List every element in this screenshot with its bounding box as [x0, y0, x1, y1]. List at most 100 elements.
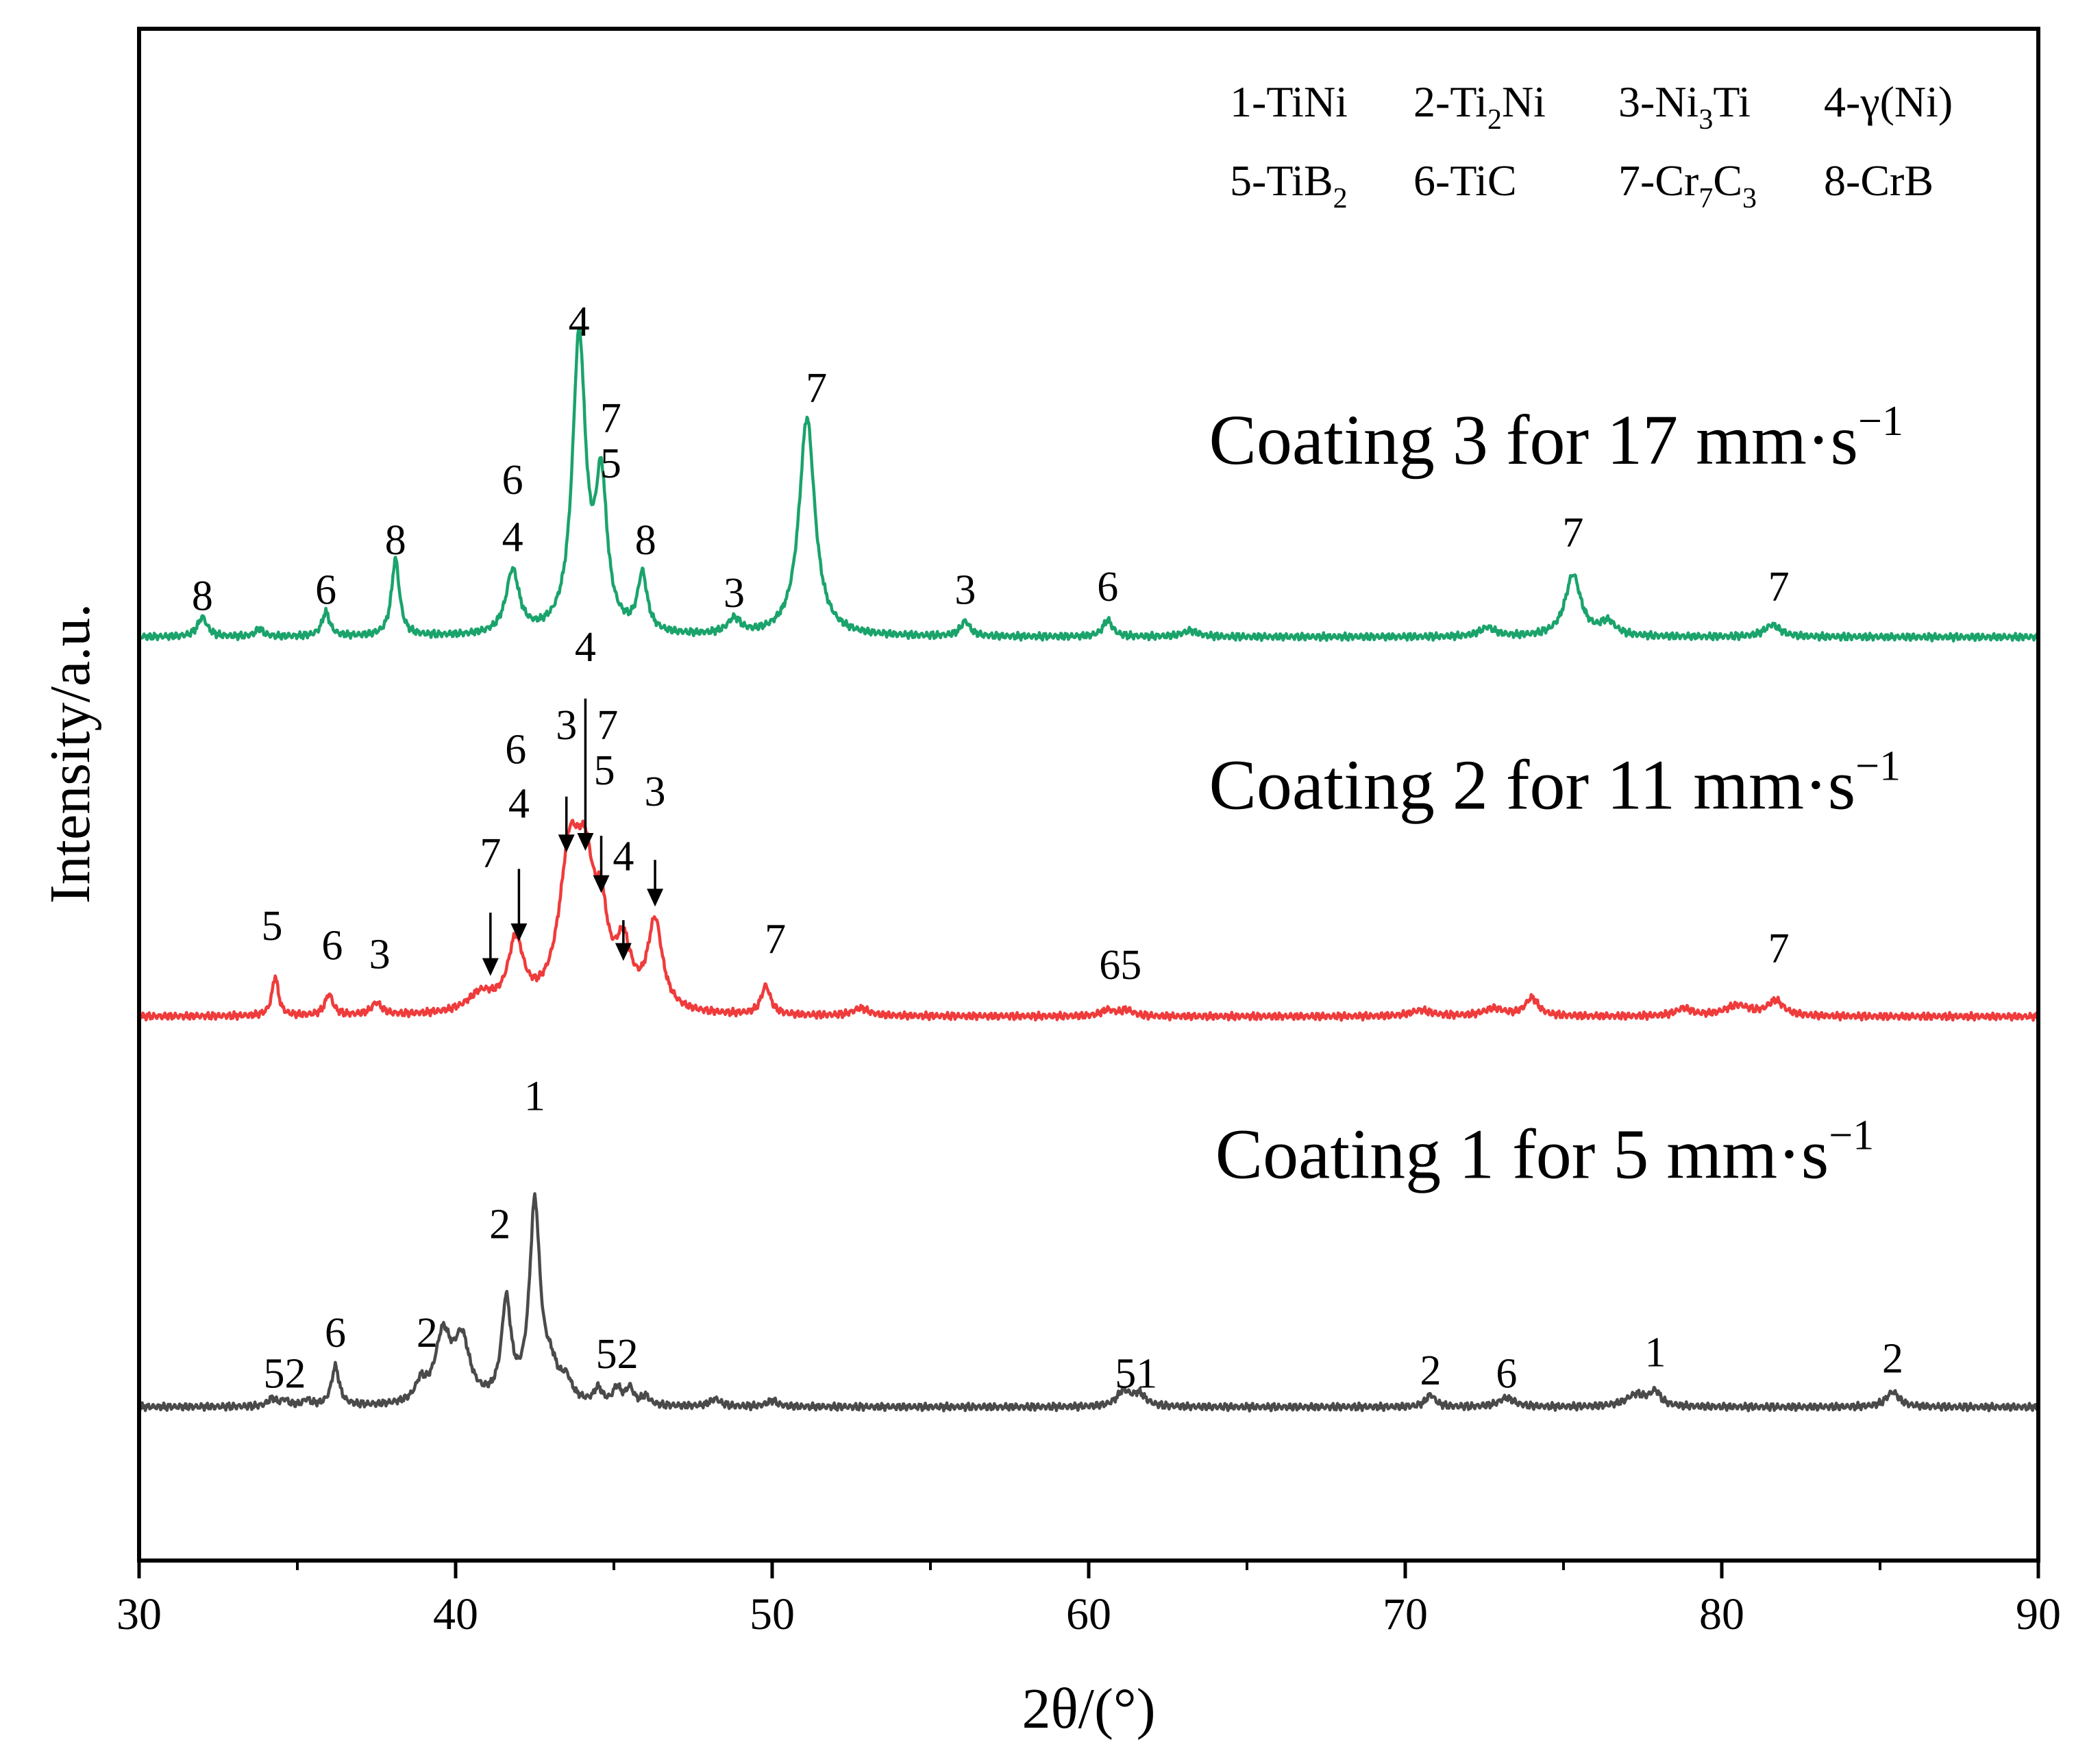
legend-entry: 5-TiB2	[1230, 156, 1348, 214]
series-group	[137, 1192, 2040, 1413]
legend-text: 5-TiB	[1230, 156, 1333, 205]
x-tick-label: 90	[2016, 1589, 2061, 1639]
legend-text: 8-CrB	[1824, 156, 1933, 205]
series-line	[137, 326, 2040, 643]
peak-arrowhead	[647, 889, 664, 907]
peak-label: 6	[321, 922, 343, 969]
series-line	[137, 1192, 2040, 1413]
x-tick-label: 60	[1066, 1589, 1111, 1639]
peak-label: 5	[262, 903, 283, 949]
peak-arrowhead	[482, 958, 499, 976]
legend-text: Ni	[1502, 77, 1546, 126]
peak-label: 7	[597, 702, 618, 749]
peak-label: 1	[1644, 1330, 1666, 1376]
peak-label: 7	[1768, 564, 1790, 610]
x-tick-label: 80	[1699, 1589, 1744, 1639]
peak-arrowhead	[558, 834, 575, 853]
peak-label: 6	[325, 1310, 346, 1356]
peak-label: 1	[524, 1073, 545, 1120]
legend-entry: 3-Ni3Ti	[1618, 77, 1751, 136]
peak-label: 51	[1115, 1350, 1157, 1397]
series-group	[137, 819, 2040, 1022]
peak-label: 6	[315, 567, 336, 614]
legend-text: 1-TiNi	[1230, 77, 1348, 126]
peak-arrowhead	[577, 833, 594, 851]
coating-label: Coating 1 for 5 mm·s−1	[1215, 1113, 1874, 1194]
peak-label: 3	[724, 570, 745, 617]
peak-label: 5	[600, 440, 621, 487]
peak-label: 6	[505, 726, 526, 773]
legend-entry: 7-Cr7C3	[1618, 156, 1757, 214]
y-axis-title: Intensity/a.u.	[38, 604, 102, 904]
legend-subscript: 2	[1333, 183, 1348, 214]
peak-label: 8	[635, 517, 656, 564]
peak-label: 7	[1768, 926, 1790, 972]
coating-label-text: Coating 2 for 11 mm·s	[1209, 745, 1856, 824]
peak-label: 4	[508, 781, 530, 828]
peak-label: 2	[1882, 1335, 1903, 1382]
peak-arrowhead	[593, 875, 610, 893]
peak-label: 2	[489, 1202, 510, 1248]
peak-label: 7	[600, 395, 621, 442]
legend-text: 2-Ti	[1413, 77, 1487, 126]
peak-label: 3	[369, 932, 391, 978]
legend-entry: 4-γ(Ni)	[1824, 77, 1953, 126]
peak-arrowhead	[615, 943, 632, 961]
peak-label: 6	[1496, 1350, 1517, 1397]
peak-label: 52	[264, 1350, 306, 1397]
legend-entry: 6-TiC	[1413, 156, 1517, 205]
legend-text: C	[1713, 156, 1742, 205]
x-tick-label: 40	[433, 1589, 478, 1639]
peak-label: 3	[645, 769, 666, 815]
x-axis-ticks: 30 40 50 60 70 80 90	[116, 1561, 2061, 1639]
peak-label: 3	[954, 567, 976, 614]
legend-subscript: 7	[1698, 183, 1713, 214]
x-tick-label: 50	[750, 1589, 795, 1639]
x-tick-label: 70	[1383, 1589, 1428, 1639]
peak-label: 7	[765, 917, 786, 963]
coating-label-superscript: −1	[1858, 398, 1903, 445]
phase-legend: 1-TiNi 2-Ti2Ni 3-Ni3Ti 4-γ(Ni)5-TiB2 6-TiC 7-…	[1230, 77, 1953, 214]
coating-label-text: Coating 3 for 17 mm·s	[1209, 401, 1858, 480]
peak-label: 52	[596, 1331, 639, 1378]
series-layer	[137, 326, 2040, 1413]
peak-label: 8	[192, 573, 213, 619]
coating-label: Coating 2 for 11 mm·s−1	[1209, 743, 1901, 824]
coating-label-text: Coating 1 for 5 mm·s	[1215, 1115, 1829, 1194]
coating-label-superscript: −1	[1829, 1113, 1874, 1159]
peak-label: 7	[480, 830, 501, 877]
peak-label: 2	[417, 1310, 438, 1356]
x-axis-title: 2θ/(°)	[1022, 1677, 1155, 1741]
coating-label-superscript: −1	[1855, 743, 1901, 789]
legend-entry: 2-Ti2Ni	[1413, 77, 1546, 136]
series-group	[137, 326, 2040, 643]
peak-label: 4	[502, 514, 523, 561]
peak-arrowhead	[510, 923, 528, 941]
peak-label: 2	[1420, 1347, 1441, 1394]
peak-label: 7	[806, 365, 827, 412]
peak-label: 8	[385, 517, 406, 564]
legend-subscript: 3	[1698, 104, 1713, 136]
peak-label: 4	[613, 834, 634, 880]
legend-entry: 1-TiNi	[1230, 77, 1348, 126]
peak-label: 4	[575, 624, 596, 671]
legend-text: 6-TiC	[1413, 156, 1517, 205]
legend-entry: 8-CrB	[1824, 156, 1933, 205]
peak-label: 3	[556, 702, 577, 749]
peak-label: 6	[1097, 564, 1118, 610]
coating-label: Coating 3 for 17 mm·s−1	[1209, 398, 1903, 480]
series-line	[137, 819, 2040, 1022]
peak-label: 65	[1099, 942, 1141, 989]
legend-text: 7-Cr	[1618, 156, 1698, 205]
legend-subscript: 2	[1487, 104, 1502, 136]
legend-subscript: 3	[1742, 183, 1757, 214]
legend-text: 3-Ni	[1618, 77, 1698, 126]
peak-label: 4	[569, 299, 590, 345]
peak-label: 7	[1562, 510, 1583, 556]
peak-label: 6	[502, 457, 523, 504]
x-tick-label: 30	[116, 1589, 162, 1639]
peak-label: 5	[594, 747, 615, 794]
legend-text: 4-γ(Ni)	[1824, 77, 1953, 126]
